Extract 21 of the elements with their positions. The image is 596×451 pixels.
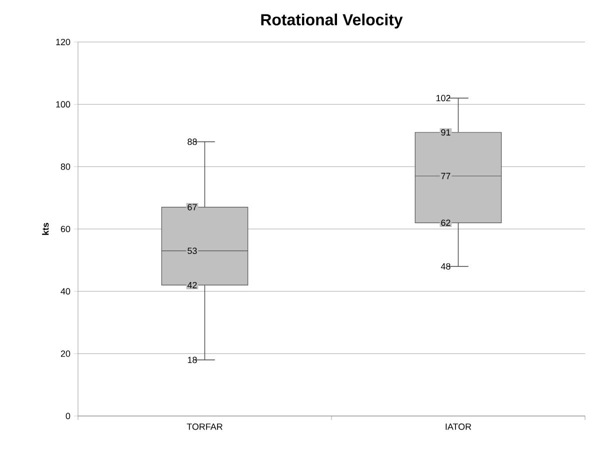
x-tick-label: IATOR bbox=[446, 424, 472, 430]
y-tick-label: 0 bbox=[66, 412, 70, 420]
annotation: 53 bbox=[188, 248, 197, 254]
y-tick-label: 40 bbox=[60, 288, 70, 295]
annotation: 67 bbox=[188, 204, 197, 210]
y-tick-label: 80 bbox=[60, 163, 70, 170]
x-tick-label: TORFAR bbox=[186, 424, 222, 430]
annotation: 88 bbox=[188, 138, 197, 145]
y-tick-label: 120 bbox=[56, 38, 70, 46]
annotation: 102 bbox=[436, 94, 450, 102]
annotation: 18 bbox=[188, 356, 197, 364]
chart-title: Rotational Velocity bbox=[261, 14, 403, 29]
annotation: 42 bbox=[187, 282, 197, 288]
y-tick-label: 100 bbox=[56, 101, 70, 108]
y-tick-label: 60 bbox=[60, 226, 70, 232]
annotation: 91 bbox=[441, 129, 450, 136]
annotation: 77 bbox=[441, 172, 450, 180]
annotation: 48 bbox=[440, 263, 450, 270]
y-axis-title: kts bbox=[42, 222, 49, 235]
annotation: 62 bbox=[441, 220, 450, 226]
y-tick-label: 20 bbox=[60, 350, 70, 357]
